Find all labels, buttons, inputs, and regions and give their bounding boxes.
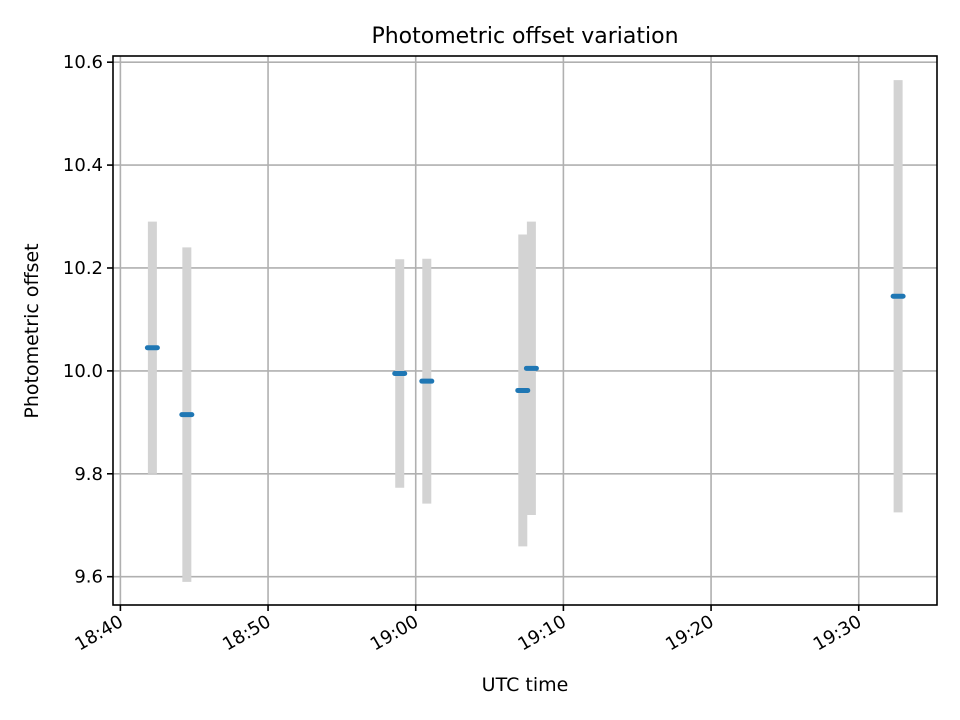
plot-frame xyxy=(112,55,938,606)
y-tick-label: 10.2 xyxy=(63,258,103,279)
y-axis-label: Photometric offset xyxy=(21,243,43,418)
y-tick-label: 10.6 xyxy=(63,52,103,73)
y-tick-label: 9.6 xyxy=(74,567,103,588)
y-tick-label: 10.0 xyxy=(63,361,103,382)
x-axis-label: UTC time xyxy=(482,674,569,696)
y-tick-label: 10.4 xyxy=(63,155,103,176)
y-axis-ticks: 9.6 9.8 10.0 10.2 10.4 10.6 xyxy=(63,52,113,588)
chart-title: Photometric offset variation xyxy=(371,24,678,49)
data-points xyxy=(144,293,906,418)
y-tick-label: 9.8 xyxy=(74,464,103,485)
